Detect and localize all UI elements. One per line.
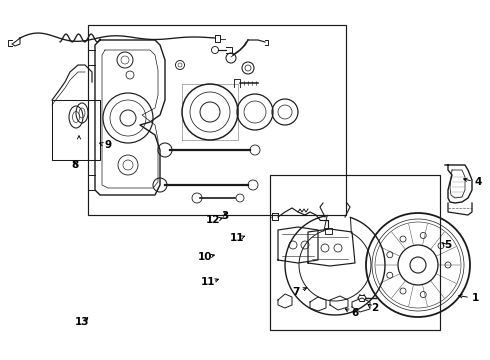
Text: 11: 11 [201,277,215,287]
Text: 11: 11 [230,233,244,243]
Text: 9: 9 [104,140,112,150]
Text: 6: 6 [351,308,359,318]
Bar [88,25,346,215]
Text: 4: 4 [474,177,482,187]
Text: 5: 5 [444,240,452,250]
Bar [270,175,440,330]
Text: 10: 10 [198,252,212,262]
Text: 13: 13 [75,317,89,327]
Text: 3: 3 [221,211,229,221]
Text: 1: 1 [471,293,479,303]
Text: 7: 7 [293,287,300,297]
Text: 8: 8 [72,160,78,170]
Text: 12: 12 [206,215,220,225]
Bar [52,100,100,160]
Text: 2: 2 [371,303,379,313]
